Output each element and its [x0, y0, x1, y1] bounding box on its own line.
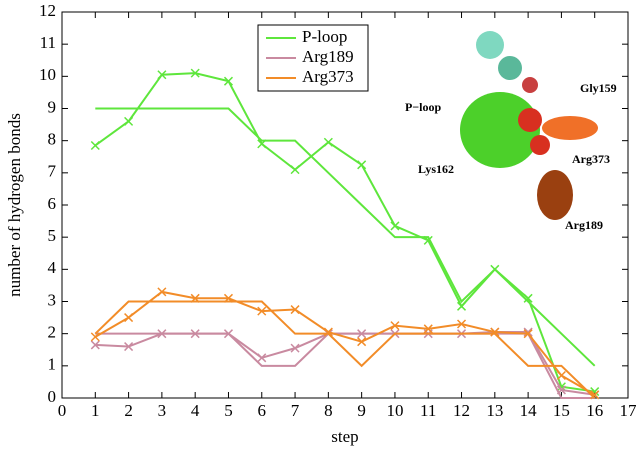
y-tick-label: 7 [48, 162, 57, 181]
cross-marker [556, 370, 566, 381]
step-line [94, 300, 596, 399]
x-tick-label: 4 [191, 401, 200, 420]
cross-marker [523, 329, 533, 339]
series-line [94, 72, 595, 393]
x-tick-label: 11 [420, 401, 436, 420]
cross-marker [90, 140, 100, 151]
cross-marker [423, 235, 433, 245]
x-tick-label: 5 [224, 401, 233, 420]
y-tick-label: 4 [48, 258, 57, 277]
cross-marker [190, 329, 200, 339]
cross-marker [490, 327, 500, 337]
annotation: Arg189 [565, 218, 603, 232]
legend-label: Arg373 [302, 67, 354, 86]
y-tick-label: 0 [48, 387, 57, 406]
cross-marker [357, 329, 367, 339]
annotation: Arg373 [572, 152, 610, 166]
x-tick-label: 3 [158, 401, 167, 420]
legend-label: Arg189 [302, 47, 354, 66]
step-line [95, 332, 595, 399]
cross-marker [290, 343, 300, 353]
x-tick-label: 0 [58, 401, 67, 420]
cross-marker [323, 137, 333, 147]
step-line [95, 107, 596, 367]
cross-marker [390, 321, 400, 331]
cross-marker [124, 313, 134, 323]
y-tick-label: 3 [48, 290, 57, 309]
y-tick-label: 10 [39, 65, 56, 84]
cross-marker [357, 337, 367, 347]
x-tick-label: 6 [258, 401, 267, 420]
cross-marker [190, 68, 200, 78]
x-tick-label: 9 [357, 401, 366, 420]
x-axis-label: step [331, 427, 358, 446]
y-tick-label: 1 [48, 355, 57, 374]
y-tick-label: 11 [40, 33, 56, 52]
cross-marker [456, 319, 467, 329]
x-tick-label: 15 [553, 401, 570, 420]
molecule-illustration [460, 31, 598, 220]
cross-marker [157, 329, 167, 339]
x-tick-label: 16 [586, 401, 603, 420]
y-axis-label: number of hydrogen bonds [5, 113, 24, 297]
y-tick-label: 2 [48, 323, 57, 342]
cross-marker [290, 305, 300, 315]
series-line [94, 290, 596, 396]
cross-marker [456, 301, 467, 311]
x-tick-label: 13 [486, 401, 503, 420]
cross-marker [257, 306, 267, 316]
cross-marker [523, 293, 533, 303]
cross-marker [290, 165, 300, 175]
annotation: P−loop [405, 100, 442, 114]
cross-marker [157, 70, 167, 80]
cross-marker [323, 327, 333, 337]
cross-marker [223, 329, 234, 339]
cross-marker [190, 293, 200, 303]
x-tick-label: 17 [620, 401, 638, 420]
y-tick-label: 6 [48, 194, 57, 213]
x-tick-label: 10 [386, 401, 403, 420]
cross-marker [223, 76, 234, 86]
y-tick-label: 5 [48, 226, 57, 245]
x-tick-label: 2 [124, 401, 133, 420]
cross-marker [590, 390, 600, 400]
series-line [95, 331, 595, 396]
cross-marker [90, 332, 100, 342]
annotation: Gly159 [580, 81, 617, 95]
cross-marker [157, 287, 167, 297]
cross-marker [257, 353, 267, 363]
y-tick-label: 9 [48, 97, 57, 116]
cross-marker [490, 264, 500, 274]
cross-marker [90, 340, 100, 350]
y-tick-label: 12 [39, 1, 56, 20]
cross-marker [124, 342, 134, 352]
x-tick-label: 1 [91, 401, 100, 420]
cross-marker [523, 327, 533, 337]
x-tick-label: 7 [291, 401, 300, 420]
cross-marker [390, 221, 400, 231]
legend-label: P-loop [302, 27, 347, 46]
x-tick-label: 8 [324, 401, 333, 420]
cross-marker [124, 116, 134, 126]
annotation: Lys162 [418, 162, 454, 176]
cross-marker [357, 160, 367, 170]
y-tick-label: 8 [48, 130, 57, 149]
x-tick-label: 12 [453, 401, 470, 420]
cross-marker [556, 385, 566, 395]
cross-marker [423, 324, 433, 334]
cross-marker [223, 293, 234, 303]
x-tick-label: 14 [520, 401, 538, 420]
cross-marker [257, 139, 267, 149]
